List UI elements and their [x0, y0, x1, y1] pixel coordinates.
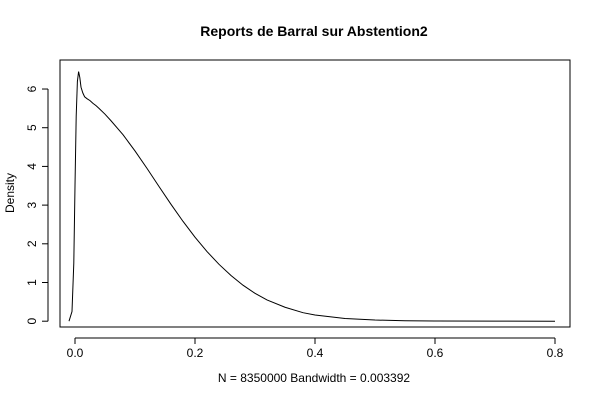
- y-axis-label: Density: [3, 173, 17, 213]
- y-axis: 0 1 2 3 4 5 6: [25, 85, 49, 325]
- y-tick-label: 0: [25, 318, 39, 325]
- y-tick-label: 1: [25, 279, 39, 286]
- y-tick-label: 2: [25, 240, 39, 247]
- x-tick-label: 0.6: [427, 346, 444, 360]
- x-tick-label: 0.2: [187, 346, 204, 360]
- y-tick-label: 6: [25, 85, 39, 92]
- x-tick-label: 0.0: [67, 346, 84, 360]
- density-series-line: [68, 71, 556, 322]
- x-axis-label: N = 8350000 Bandwidth = 0.003392: [218, 371, 410, 385]
- y-tick-label: 3: [25, 201, 39, 208]
- chart-title: Reports de Barral sur Abstention2: [200, 23, 428, 39]
- y-tick-label: 4: [25, 163, 39, 170]
- x-tick-label: 0.8: [547, 346, 564, 360]
- x-tick-label: 0.4: [307, 346, 324, 360]
- y-tick-label: 5: [25, 124, 39, 131]
- plot-frame: [59, 59, 571, 328]
- x-axis: 0.0 0.2 0.4 0.6 0.8: [67, 337, 564, 360]
